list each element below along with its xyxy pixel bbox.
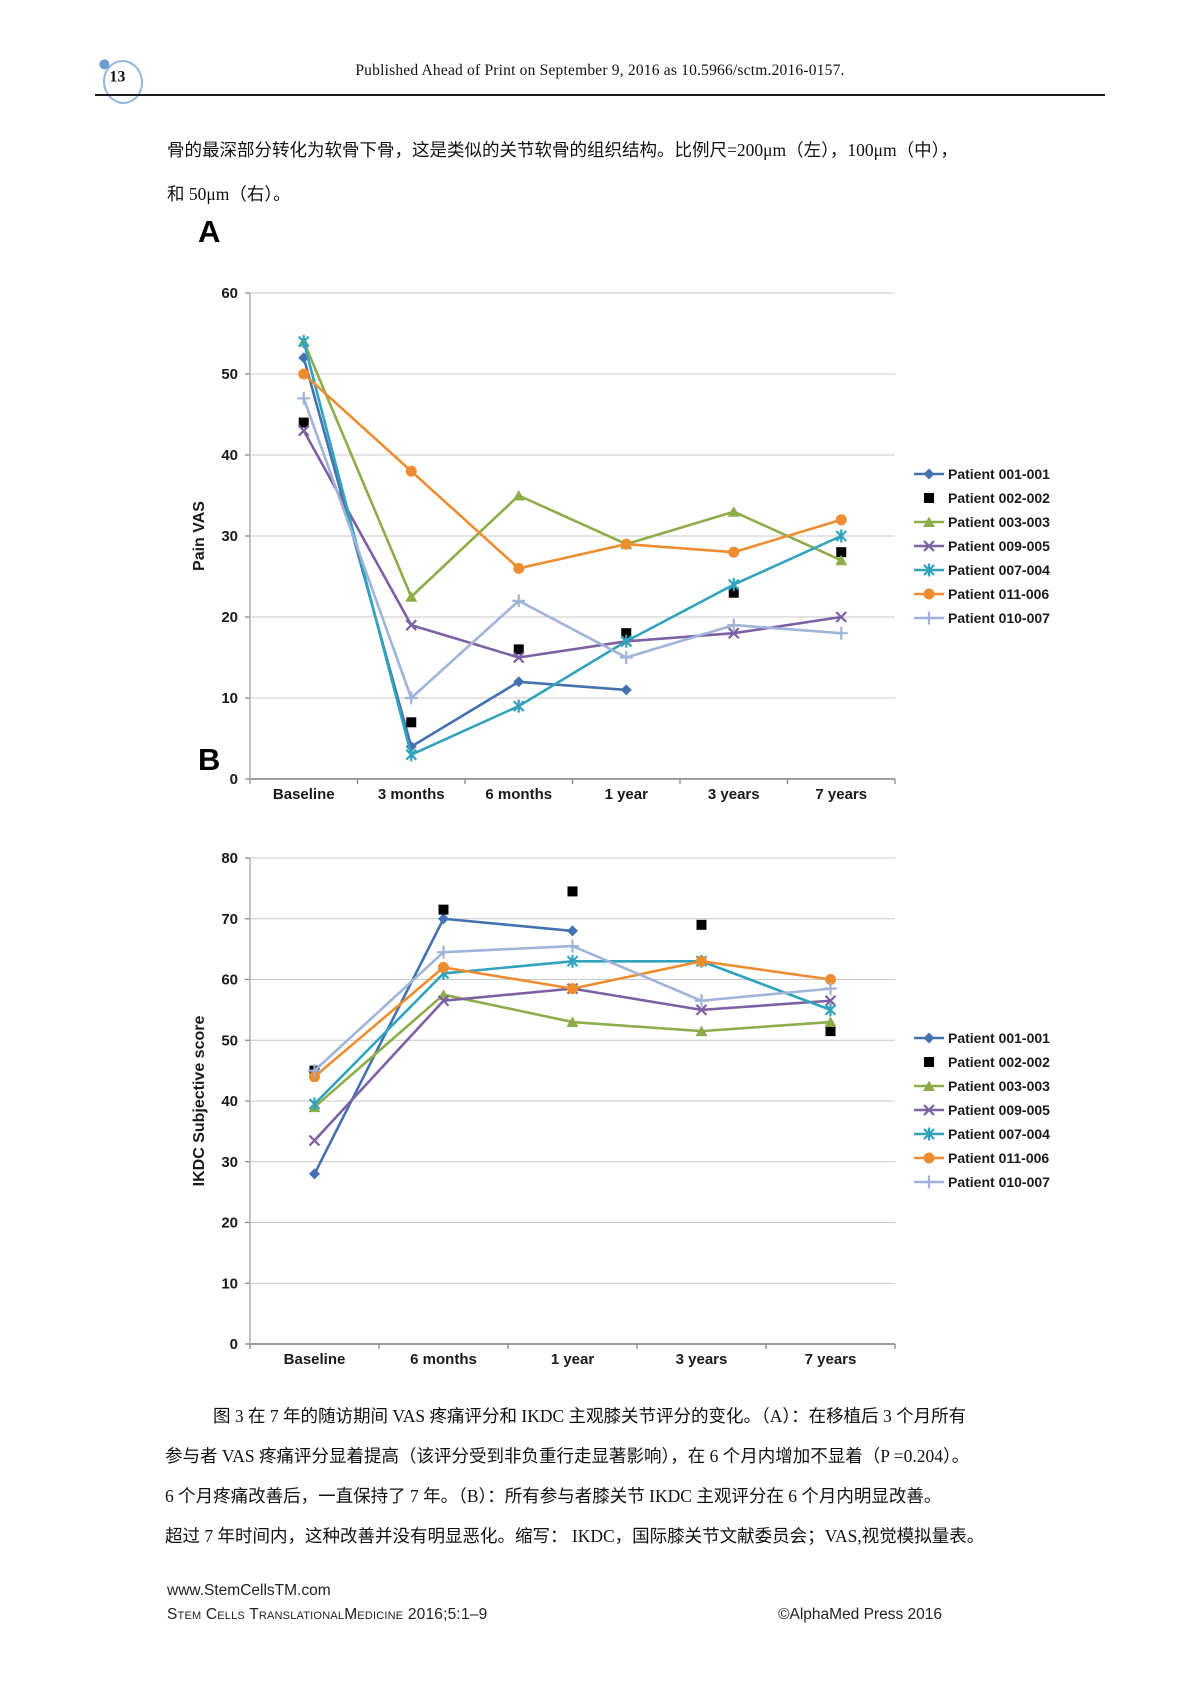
caption-line-1: 图 3 在 7 年的随访期间 VAS 疼痛评分和 IKDC 主观膝关节评分的变化… bbox=[213, 1406, 967, 1426]
svg-text:3 years: 3 years bbox=[676, 1351, 728, 1368]
legend-entry-patient-001-001: Patient 001-001 bbox=[914, 1030, 1050, 1046]
svg-text:Patient 011-006: Patient 011-006 bbox=[948, 586, 1049, 602]
svg-text:0: 0 bbox=[230, 771, 238, 788]
legend-entry-patient-002-002: Patient 002-002 bbox=[924, 1054, 1050, 1070]
legend: Patient 001-001 Patient 002-002 Patient 00… bbox=[914, 466, 1050, 626]
svg-text:Patient 007-004: Patient 007-004 bbox=[948, 1126, 1050, 1142]
svg-text:50: 50 bbox=[221, 366, 238, 383]
svg-text:60: 60 bbox=[221, 972, 238, 989]
series-patient-010-007 bbox=[308, 939, 837, 1078]
series-patient-009-005 bbox=[308, 982, 837, 1147]
svg-text:Patient 002-002: Patient 002-002 bbox=[948, 490, 1050, 506]
legend-entry-patient-010-007: Patient 010-007 bbox=[914, 1174, 1050, 1190]
legend: Patient 001-001 Patient 002-002 Patient 00… bbox=[914, 1030, 1050, 1190]
legend-entry-patient-001-001: Patient 001-001 bbox=[914, 466, 1050, 482]
svg-text:Patient 001-001: Patient 001-001 bbox=[948, 1030, 1050, 1046]
legend-entry-patient-010-007: Patient 010-007 bbox=[914, 610, 1050, 626]
svg-text:10: 10 bbox=[221, 1275, 238, 1292]
svg-text:60: 60 bbox=[221, 285, 238, 302]
x-axis-labels: Baseline 6 months 1 year 3 years 7 years bbox=[284, 1351, 857, 1368]
footer-copyright: ©AlphaMed Press 2016 bbox=[778, 1606, 942, 1623]
svg-text:Patient 003-003: Patient 003-003 bbox=[948, 514, 1050, 530]
svg-text:Patient 010-007: Patient 010-007 bbox=[948, 1174, 1050, 1190]
svg-text:20: 20 bbox=[221, 609, 238, 626]
legend-entry-patient-011-006: Patient 011-006 bbox=[914, 1150, 1049, 1166]
svg-text:3 months: 3 months bbox=[378, 786, 445, 803]
series-patient-001-001 bbox=[309, 913, 578, 1180]
svg-text:30: 30 bbox=[221, 1154, 238, 1171]
svg-text:20: 20 bbox=[221, 1215, 238, 1232]
series-patient-003-003 bbox=[297, 336, 848, 602]
svg-text:30: 30 bbox=[221, 528, 238, 545]
y-axis-title: IKDC Subjective score bbox=[191, 1016, 208, 1187]
svg-text:70: 70 bbox=[221, 911, 238, 928]
svg-text:Patient 001-001: Patient 001-001 bbox=[948, 466, 1050, 482]
svg-text:Patient 011-006: Patient 011-006 bbox=[948, 1150, 1049, 1166]
svg-text:Patient 007-004: Patient 007-004 bbox=[948, 562, 1050, 578]
svg-text:50: 50 bbox=[221, 1032, 238, 1049]
svg-text:Patient 003-003: Patient 003-003 bbox=[948, 1078, 1050, 1094]
legend-entry-patient-003-003: Patient 003-003 bbox=[914, 1078, 1050, 1094]
series-patient-003-003 bbox=[308, 989, 837, 1113]
intro-line-2: 和 50μm（右）。 bbox=[167, 184, 291, 204]
series-patient-011-006 bbox=[298, 368, 847, 574]
grid: 0 10 20 30 40 50 60 bbox=[221, 285, 896, 788]
svg-text:Baseline: Baseline bbox=[273, 786, 335, 803]
intro-paragraph: 骨的最深部分转化为软骨下骨，这是类似的关节软骨的组织结构。比例尺=200μm（左… bbox=[167, 128, 1047, 216]
series-patient-010-007 bbox=[297, 391, 848, 705]
series-patient-001-001 bbox=[298, 352, 632, 753]
caption-line-4: 超过 7 年时间内，这种改善并没有明显恶化。缩写： IKDC，国际膝关节文献委员… bbox=[165, 1526, 985, 1546]
svg-text:6 months: 6 months bbox=[410, 1351, 477, 1368]
svg-text:40: 40 bbox=[221, 1093, 238, 1110]
published-ahead-header: Published Ahead of Print on September 9,… bbox=[355, 62, 845, 79]
svg-text:IKDC Subjective score: IKDC Subjective score bbox=[191, 1016, 208, 1187]
svg-text:Baseline: Baseline bbox=[284, 1351, 346, 1368]
svg-text:Patient 009-005: Patient 009-005 bbox=[948, 1102, 1050, 1118]
figure-caption: 图 3 在 7 年的随访期间 VAS 疼痛评分和 IKDC 主观膝关节评分的变化… bbox=[165, 1396, 1065, 1556]
svg-text:Patient 010-007: Patient 010-007 bbox=[948, 610, 1050, 626]
caption-line-3: 6 个月疼痛改善后，一直保持了 7 年。（B）：所有参与者膝关节 IKDC 主观… bbox=[165, 1486, 942, 1506]
x-axis-labels: Baseline 3 months 6 months 1 year 3 years 7 y… bbox=[273, 786, 867, 803]
series-patient-011-006 bbox=[309, 955, 836, 1083]
footer-url: www.StemCellsTM.com bbox=[167, 1582, 331, 1599]
svg-text:6 months: 6 months bbox=[485, 786, 552, 803]
ikdc-chart: 0 10 20 30 40 50 60 70 80 Baseline 6 months 1 year 3… bbox=[191, 850, 1050, 1368]
legend-entry-patient-007-004: Patient 007-004 bbox=[914, 562, 1050, 578]
footer-row: Stem Cells TranslationalMedicine 2016;5:… bbox=[167, 1606, 942, 1624]
y-axis-title: Pain VAS bbox=[191, 501, 208, 571]
svg-text:7 years: 7 years bbox=[805, 1351, 857, 1368]
grid: 0 10 20 30 40 50 60 70 80 bbox=[221, 850, 896, 1353]
legend-entry-patient-009-005: Patient 009-005 bbox=[914, 1102, 1050, 1118]
svg-text:1 year: 1 year bbox=[551, 1351, 595, 1368]
header-rule bbox=[95, 94, 1105, 96]
panel-a-label: A bbox=[198, 214, 221, 249]
svg-text:3 years: 3 years bbox=[708, 786, 760, 803]
svg-text:Patient 002-002: Patient 002-002 bbox=[948, 1054, 1050, 1070]
svg-text:7 years: 7 years bbox=[815, 786, 867, 803]
legend-entry-patient-003-003: Patient 003-003 bbox=[914, 514, 1050, 530]
series-patient-002-002 bbox=[298, 417, 847, 728]
svg-text:Patient 009-005: Patient 009-005 bbox=[948, 538, 1050, 554]
svg-text:0: 0 bbox=[230, 1336, 238, 1353]
svg-text:1 year: 1 year bbox=[605, 786, 649, 803]
series-patient-007-004 bbox=[297, 335, 848, 762]
pain-vas-chart: 0 10 20 30 40 50 60 Baseline 3 months 6 months 1 y… bbox=[191, 285, 1050, 803]
legend-entry-patient-011-006: Patient 011-006 bbox=[914, 586, 1049, 602]
series-patient-007-004 bbox=[308, 954, 837, 1111]
svg-text:10: 10 bbox=[221, 690, 238, 707]
legend-entry-patient-002-002: Patient 002-002 bbox=[924, 490, 1050, 506]
svg-text:40: 40 bbox=[221, 447, 238, 464]
legend-entry-patient-007-004: Patient 007-004 bbox=[914, 1126, 1050, 1142]
legend-entry-patient-009-005: Patient 009-005 bbox=[914, 538, 1050, 554]
intro-line-1: 骨的最深部分转化为软骨下骨，这是类似的关节软骨的组织结构。比例尺=200μm（左… bbox=[167, 140, 958, 160]
svg-text:Pain VAS: Pain VAS bbox=[191, 501, 208, 571]
svg-text:80: 80 bbox=[221, 850, 238, 867]
footer-journal: Stem Cells TranslationalMedicine 2016;5:… bbox=[167, 1606, 488, 1623]
caption-line-2: 参与者 VAS 疼痛评分显着提高（该评分受到非负重行走显著影响），在 6 个月内… bbox=[165, 1446, 970, 1466]
panel-b-label: B bbox=[198, 742, 221, 777]
